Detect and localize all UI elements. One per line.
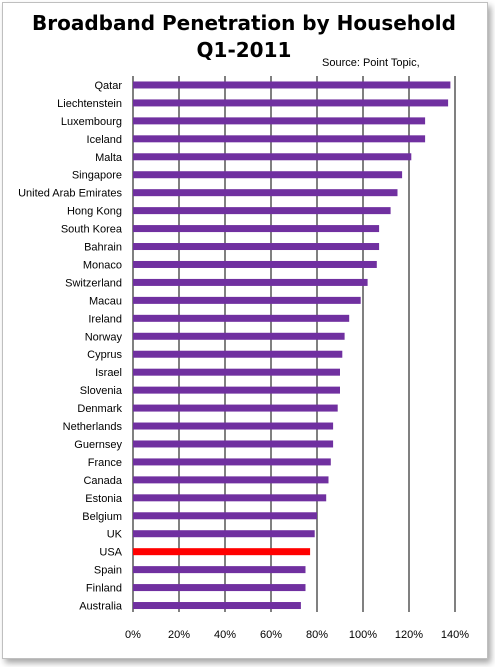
bar-canada bbox=[133, 476, 329, 484]
category-label: United Arab Emirates bbox=[18, 188, 122, 200]
bar-iceland bbox=[133, 135, 426, 143]
category-label: Luxembourg bbox=[61, 116, 122, 128]
category-label: Switzerland bbox=[65, 277, 122, 289]
x-tick-label: 120% bbox=[395, 629, 423, 641]
x-tick-label: 80% bbox=[306, 629, 328, 641]
bar-monaco bbox=[133, 260, 377, 268]
bar-malta bbox=[133, 153, 412, 161]
category-label: Spain bbox=[94, 565, 122, 577]
category-label: Ireland bbox=[88, 313, 122, 325]
bar-qatar bbox=[133, 81, 451, 89]
x-tick-label: 100% bbox=[349, 629, 377, 641]
bar-france bbox=[133, 458, 331, 466]
bar-south-korea bbox=[133, 225, 380, 233]
category-label: Cyprus bbox=[87, 349, 122, 361]
category-label: USA bbox=[99, 547, 122, 559]
bar-guernsey bbox=[133, 440, 334, 448]
category-label: Canada bbox=[83, 475, 122, 487]
bar-denmark bbox=[133, 404, 338, 412]
bar-estonia bbox=[133, 494, 327, 502]
category-label: Hong Kong bbox=[67, 206, 122, 218]
category-label: Iceland bbox=[87, 134, 122, 146]
bar-belgium bbox=[133, 512, 317, 520]
bar-bahrain bbox=[133, 243, 380, 251]
category-label: Bahrain bbox=[84, 242, 122, 254]
bars bbox=[133, 81, 451, 610]
category-label: Australia bbox=[79, 601, 123, 613]
bar-switzerland bbox=[133, 278, 368, 286]
bar-ireland bbox=[133, 314, 350, 322]
category-label: Singapore bbox=[72, 170, 122, 182]
chart-title-main: Broadband Penetration by Household bbox=[32, 11, 456, 35]
category-label: Monaco bbox=[83, 259, 122, 271]
bar-netherlands bbox=[133, 422, 334, 430]
x-tick-label: 0% bbox=[125, 629, 141, 641]
category-label: Qatar bbox=[94, 80, 122, 92]
bar-australia bbox=[133, 602, 301, 610]
bar-spain bbox=[133, 566, 306, 574]
bar-uk bbox=[133, 530, 315, 538]
bar-slovenia bbox=[133, 386, 340, 394]
category-label: Guernsey bbox=[74, 439, 122, 451]
chart-subtitle: Q1-2011 bbox=[196, 38, 292, 62]
bar-finland bbox=[133, 584, 306, 592]
bar-israel bbox=[133, 368, 340, 376]
x-tick-label: 40% bbox=[214, 629, 236, 641]
bar-luxembourg bbox=[133, 117, 426, 125]
category-label: France bbox=[88, 457, 122, 469]
category-label: Slovenia bbox=[80, 385, 123, 397]
bar-liechtenstein bbox=[133, 99, 449, 107]
x-tick-label: 140% bbox=[441, 629, 469, 641]
category-label: Denmark bbox=[77, 403, 122, 415]
category-label: Belgium bbox=[82, 511, 122, 523]
category-label: Finland bbox=[86, 583, 122, 595]
category-label: Estonia bbox=[85, 493, 123, 505]
category-label: Liechtenstein bbox=[57, 98, 122, 110]
category-label: UK bbox=[107, 529, 123, 541]
category-labels: Qatar Liechtenstein Luxembourg Iceland Malta… bbox=[18, 80, 123, 613]
category-label: Netherlands bbox=[63, 421, 123, 433]
bar-united-arab-emirates bbox=[133, 189, 398, 197]
gridlines bbox=[132, 76, 456, 612]
source-note: Source: Point Topic, bbox=[322, 57, 420, 69]
chart-title: Broadband Penetration by Household Q1-20… bbox=[2, 10, 486, 64]
category-label: Norway bbox=[85, 331, 123, 343]
category-label: Macau bbox=[89, 295, 122, 307]
x-tick-labels: 0% 20% 40% 60% 80% 100% 120% 140% bbox=[125, 629, 469, 641]
bar-norway bbox=[133, 332, 345, 340]
bar-usa bbox=[133, 548, 311, 556]
x-tick-label: 20% bbox=[168, 629, 190, 641]
bar-cyprus bbox=[133, 350, 343, 358]
x-tick-label: 60% bbox=[260, 629, 282, 641]
bar-macau bbox=[133, 296, 361, 304]
category-label: Malta bbox=[95, 152, 123, 164]
bar-singapore bbox=[133, 171, 403, 179]
bar-hong-kong bbox=[133, 207, 391, 215]
category-label: South Korea bbox=[61, 224, 123, 236]
category-label: Israel bbox=[95, 367, 122, 379]
